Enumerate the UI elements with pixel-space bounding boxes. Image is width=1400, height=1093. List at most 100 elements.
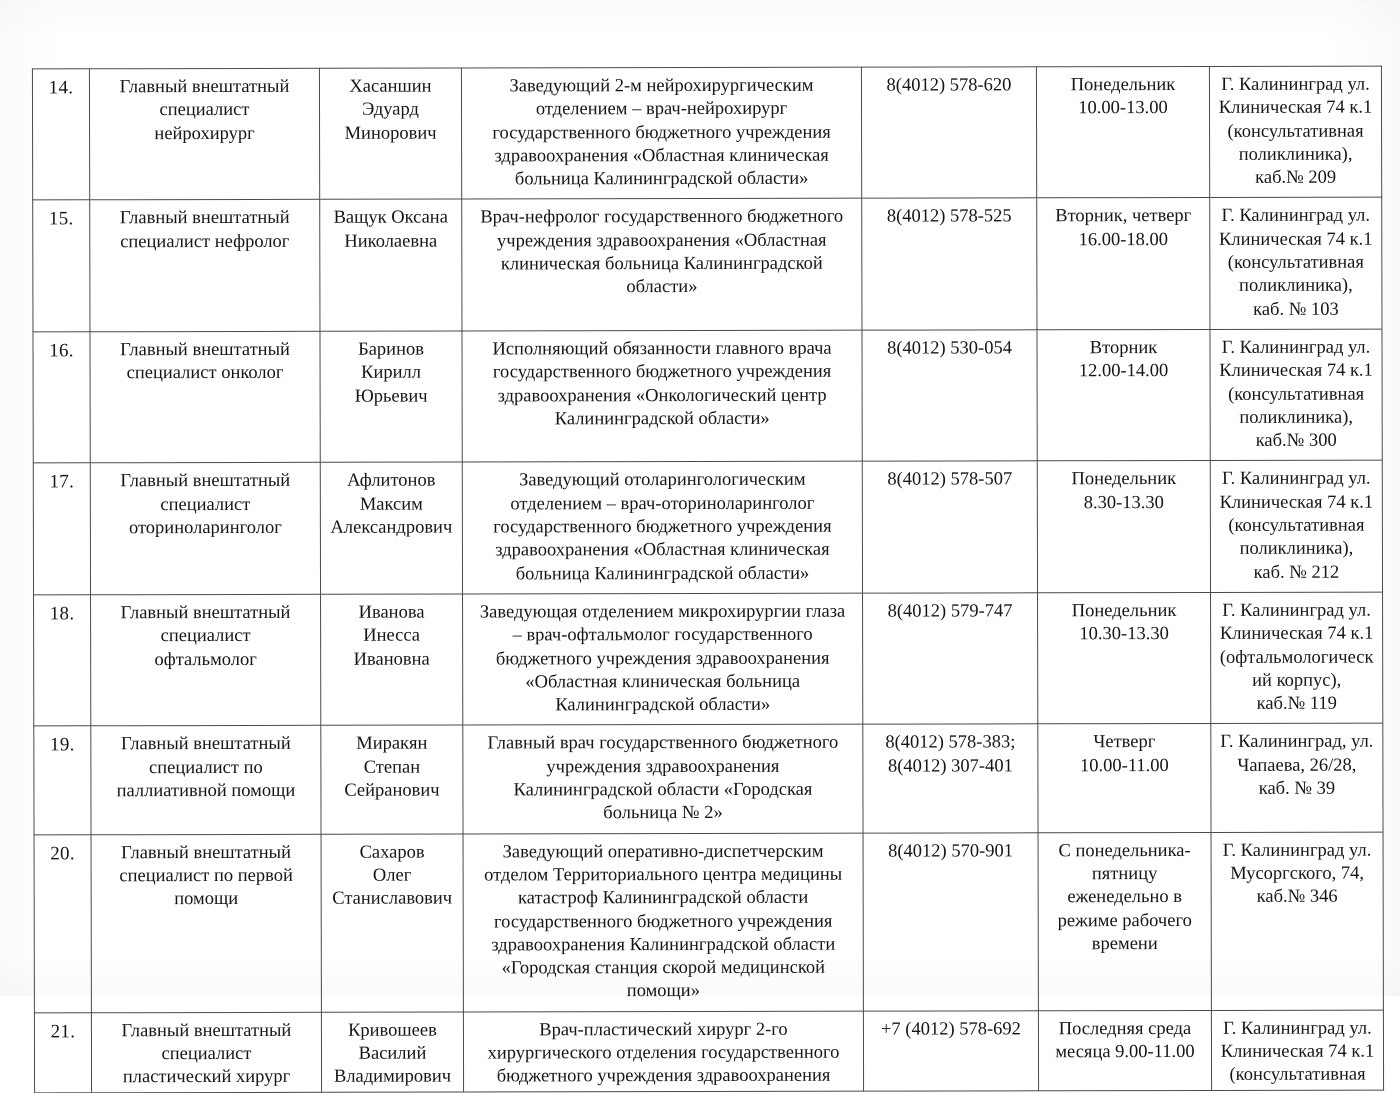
cell-address-line: Клиническая 74 к.1: [1219, 623, 1374, 645]
cell-phone-line: +7 (4012) 578-692: [880, 1019, 1021, 1040]
cell-phone: 8(4012) 578-620: [861, 66, 1037, 199]
cell-workplace-description-line: катастроф Калининградской области: [518, 887, 809, 909]
cell-position-line: специалист: [160, 494, 251, 515]
cell-address-line: Г. Калининград ул.: [1223, 1018, 1372, 1039]
cell-full-name-line: Эдуард: [362, 99, 419, 121]
cell-workplace-description-line: области»: [626, 277, 698, 298]
cell-workplace-description-line: Калининградской области «Городская: [513, 779, 813, 801]
cell-workplace-description-line: государственного бюджетного учреждения: [492, 122, 831, 144]
cell-full-name: Кривошеев Василий Владимирович: [321, 1011, 464, 1092]
cell-full-name-line: Хасаншин: [349, 76, 432, 97]
table-row: 21. Главный внештатный специалист пластичес…: [34, 1009, 1384, 1093]
cell-full-name: Хасаншин Эдуард Минорович: [319, 68, 462, 200]
cell-address-line: каб.№ 346: [1256, 886, 1338, 908]
cell-row-number-line: 17.: [49, 471, 75, 493]
cell-schedule-line: Последняя среда: [1058, 1018, 1192, 1039]
cell-phone-line: 8(4012) 578-383;: [885, 732, 1016, 754]
cell-schedule-line: 10.00-11.00: [1079, 755, 1169, 776]
cell-address-line: поликлиника),: [1238, 144, 1353, 165]
cell-schedule-line: 12.00-14.00: [1078, 361, 1169, 382]
cell-schedule-line: 16.00-18.00: [1078, 229, 1169, 251]
cell-row-number: 16.: [32, 331, 91, 464]
cell-phone-line: 8(4012) 578-620: [886, 75, 1012, 96]
cell-workplace-description-line: помощи»: [626, 981, 700, 1002]
cell-address-line: (консультативная: [1227, 121, 1364, 142]
cell-workplace-description-line: – врач-офтальмолог государственного: [512, 625, 813, 646]
cell-full-name-line: Владимирович: [333, 1066, 452, 1088]
cell-schedule: Вторник, четверг 16.00-18.00: [1036, 197, 1210, 330]
cell-workplace-description: Заведующий 2-м нейрохирургическим отделен…: [461, 67, 862, 200]
specialists-table: 14. Главный внештатный специалист нейрохиру…: [31, 65, 1385, 1093]
cell-address-line: Клиническая 74 к.1: [1220, 1041, 1375, 1062]
cell-row-number: 17.: [33, 463, 91, 595]
cell-full-name-line: Инесса: [363, 625, 421, 646]
cell-position: Главный внештатный специалист онколог: [89, 331, 321, 464]
cell-phone: 8(4012) 578-525: [861, 198, 1037, 331]
cell-position-line: специалист: [161, 1043, 252, 1065]
cell-position-line: паллиативной помощи: [116, 780, 296, 802]
cell-address: Г. Калининград ул. Клиническая 74 к.1 (кон…: [1209, 197, 1382, 330]
cell-full-name-line: Станиславович: [332, 888, 453, 909]
cell-row-number-line: 21.: [50, 1021, 76, 1043]
cell-workplace-description-line: Исполняющий обязанности главного врача: [492, 338, 832, 360]
table-row: 15. Главный внештатный специалист нефролог…: [32, 197, 1382, 332]
cell-workplace-description-line: Заведующий оперативно-диспетчерским: [502, 841, 824, 863]
cell-address-line: Г. Калининград, ул.: [1220, 732, 1374, 753]
cell-schedule-line: пятницу: [1091, 863, 1158, 885]
table-row: 17. Главный внештатный специалист оторинола…: [33, 460, 1383, 595]
cell-full-name-line: Минорович: [344, 123, 437, 144]
cell-phone: 8(4012) 570-901: [863, 832, 1039, 1011]
cell-schedule-line: Понедельник: [1071, 469, 1177, 490]
cell-position: Главный внештатный специалист оториноларин…: [90, 462, 321, 595]
cell-schedule: Понедельник 10.30-13.30: [1037, 592, 1211, 725]
cell-row-number-line: 16.: [49, 340, 74, 362]
cell-schedule: Последняя среда месяца 9.00-11.00: [1038, 1010, 1212, 1091]
cell-phone-line: 8(4012) 578-507: [887, 469, 1013, 491]
cell-schedule-line: еженедельно в: [1067, 887, 1183, 908]
cell-full-name-line: Сахаров: [359, 842, 425, 863]
cell-address-line: (консультативная: [1228, 515, 1365, 536]
cell-phone-line: 8(4012) 579-747: [887, 601, 1013, 622]
cell-address: Г. Калининград ул. Клиническая 74 к.1 (кон…: [1211, 1009, 1384, 1091]
cell-schedule-line: режиме рабочего: [1057, 910, 1192, 931]
table-row: 19. Главный внештатный специалист по паллиа…: [33, 723, 1384, 835]
cell-position-line: офтальмолог: [154, 649, 257, 670]
cell-workplace-description-line: Калининградской области»: [554, 408, 770, 430]
cell-position-line: нейрохирург: [154, 123, 255, 144]
cell-phone: 8(4012) 578-383; 8(4012) 307-401: [862, 724, 1039, 833]
cell-workplace-description-line: бюджетного учреждения здравоохранения: [496, 1066, 831, 1087]
cell-workplace-description-line: бюджетного учреждения здравоохранения: [495, 648, 830, 669]
cell-position-line: специалист по: [149, 757, 263, 778]
cell-schedule-line: С понедельника-: [1058, 840, 1191, 861]
cell-full-name-line: Миракян: [356, 734, 428, 755]
table-body: 14. Главный внештатный специалист нейрохиру…: [32, 66, 1384, 1093]
cell-position-line: специалист: [160, 626, 251, 647]
cell-address-line: каб. № 39: [1258, 778, 1336, 799]
cell-address-line: поликлиника),: [1239, 276, 1353, 297]
cell-address-line: (офтальмологическ: [1219, 647, 1374, 668]
cell-full-name-line: Баринов Кирилл: [358, 339, 424, 383]
table-row: 16. Главный внештатный специалист онколог Б…: [32, 329, 1383, 464]
cell-position-line: Главный внештатный: [121, 842, 291, 863]
table-row: 20. Главный внештатный специалист по перво…: [34, 831, 1384, 1013]
cell-address-line: Клиническая 74 к.1: [1218, 97, 1373, 119]
cell-position-line: Главный внештатный: [120, 471, 291, 492]
cell-workplace-description-line: больница № 2»: [603, 803, 723, 824]
cell-phone-line: 8(4012) 578-525: [886, 206, 1012, 228]
cell-address-line: Г. Калининград ул.: [1222, 600, 1371, 621]
cell-full-name-line: Иванова: [358, 602, 425, 623]
table-row: 18. Главный внештатный специалист офтальмол…: [33, 592, 1383, 727]
cell-position-line: Главный внештатный: [121, 1020, 292, 1041]
cell-position-line: оториноларинголог: [128, 517, 282, 539]
cell-position: Главный внештатный специалист по первой по…: [91, 833, 322, 1013]
cell-schedule-line: 10.00-13.00: [1078, 98, 1168, 119]
cell-address-line: каб.№ 119: [1256, 693, 1337, 714]
cell-phone: +7 (4012) 578-692: [863, 1010, 1039, 1091]
cell-address-line: каб.№ 300: [1255, 430, 1337, 452]
cell-workplace-description-line: Врач-пластический хирург 2-го: [539, 1019, 788, 1041]
cell-phone-line: 8(4012) 307-401: [887, 756, 1013, 777]
cell-position-line: пластический хирург: [122, 1067, 291, 1088]
table-row: 14. Главный внештатный специалист нейрохиру…: [32, 66, 1382, 201]
cell-full-name: Иванова Инесса Ивановна: [320, 593, 463, 726]
cell-row-number-line: 18.: [49, 603, 75, 625]
